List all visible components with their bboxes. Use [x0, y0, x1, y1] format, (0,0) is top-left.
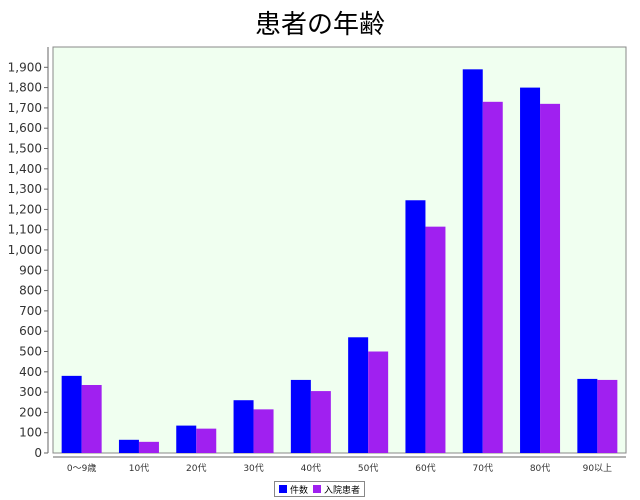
x-axis: 0〜9歳 10代 20代 30代 40代 50代 60代 70代 80代 90以上: [53, 457, 626, 474]
bar-count: [176, 426, 196, 453]
x-tick-label: 10代: [129, 463, 149, 474]
legend: 件数 入院患者: [274, 481, 365, 497]
x-tick-label: 30代: [243, 463, 263, 474]
bar-inpatients: [82, 385, 102, 453]
legend-swatch-inpatients: [313, 485, 321, 493]
legend-item-count: 件数: [279, 483, 308, 496]
y-tick-label: 1,400: [8, 162, 42, 176]
x-tick-label: 60代: [415, 463, 435, 474]
bar-count: [234, 400, 254, 453]
x-tick-label: 40代: [301, 463, 321, 474]
y-tick-label: 700: [19, 304, 42, 318]
x-tick-label: 80代: [530, 463, 550, 474]
y-tick-label: 300: [19, 385, 42, 399]
bar-count: [405, 200, 425, 453]
y-tick-label: 600: [19, 324, 42, 338]
y-tick-label: 100: [19, 426, 42, 440]
y-tick-label: 200: [19, 405, 42, 419]
bar-inpatients: [425, 227, 445, 453]
x-tick-label: 50代: [358, 463, 378, 474]
y-tick-label: 1,200: [8, 202, 42, 216]
bar-count: [62, 376, 82, 453]
legend-swatch-count: [279, 485, 287, 493]
bar-inpatients: [254, 409, 274, 453]
y-tick-label: 1,000: [8, 243, 42, 257]
y-tick-label: 800: [19, 284, 42, 298]
y-tick-label: 500: [19, 345, 42, 359]
bar-inpatients: [368, 352, 388, 454]
legend-label-count: 件数: [290, 483, 308, 496]
x-tick-label: 0〜9歳: [67, 462, 96, 474]
bar-inpatients: [597, 380, 617, 453]
bar-count: [119, 440, 139, 453]
x-tick-label: 20代: [186, 463, 206, 474]
y-tick-label: 1,100: [8, 223, 42, 237]
y-tick-label: 1,700: [8, 101, 42, 115]
y-tick-label: 1,500: [8, 142, 42, 156]
x-tick-label: 70代: [473, 463, 493, 474]
bar-inpatients: [139, 442, 159, 453]
bar-count: [348, 337, 368, 453]
bar-inpatients: [196, 429, 216, 453]
bar-count: [520, 88, 540, 453]
y-tick-label: 0: [34, 446, 42, 460]
bar-inpatients: [311, 391, 331, 453]
y-tick-label: 400: [19, 365, 42, 379]
legend-label-inpatients: 入院患者: [324, 483, 360, 496]
y-tick-label: 1,300: [8, 182, 42, 196]
y-tick-label: 1,900: [8, 60, 42, 74]
y-axis: 0 100 200 300 400 500 600 700 800 900 1,000 1,100 1,…: [8, 47, 48, 460]
bar-inpatients: [540, 104, 560, 453]
y-tick-label: 1,600: [8, 121, 42, 135]
y-tick-label: 1,800: [8, 81, 42, 95]
bar-count: [577, 379, 597, 453]
x-tick-label: 90以上: [583, 463, 612, 474]
legend-item-inpatients: 入院患者: [313, 483, 360, 496]
bar-inpatients: [483, 102, 503, 453]
bar-count: [291, 380, 311, 453]
bar-count: [463, 69, 483, 453]
y-tick-label: 900: [19, 263, 42, 277]
